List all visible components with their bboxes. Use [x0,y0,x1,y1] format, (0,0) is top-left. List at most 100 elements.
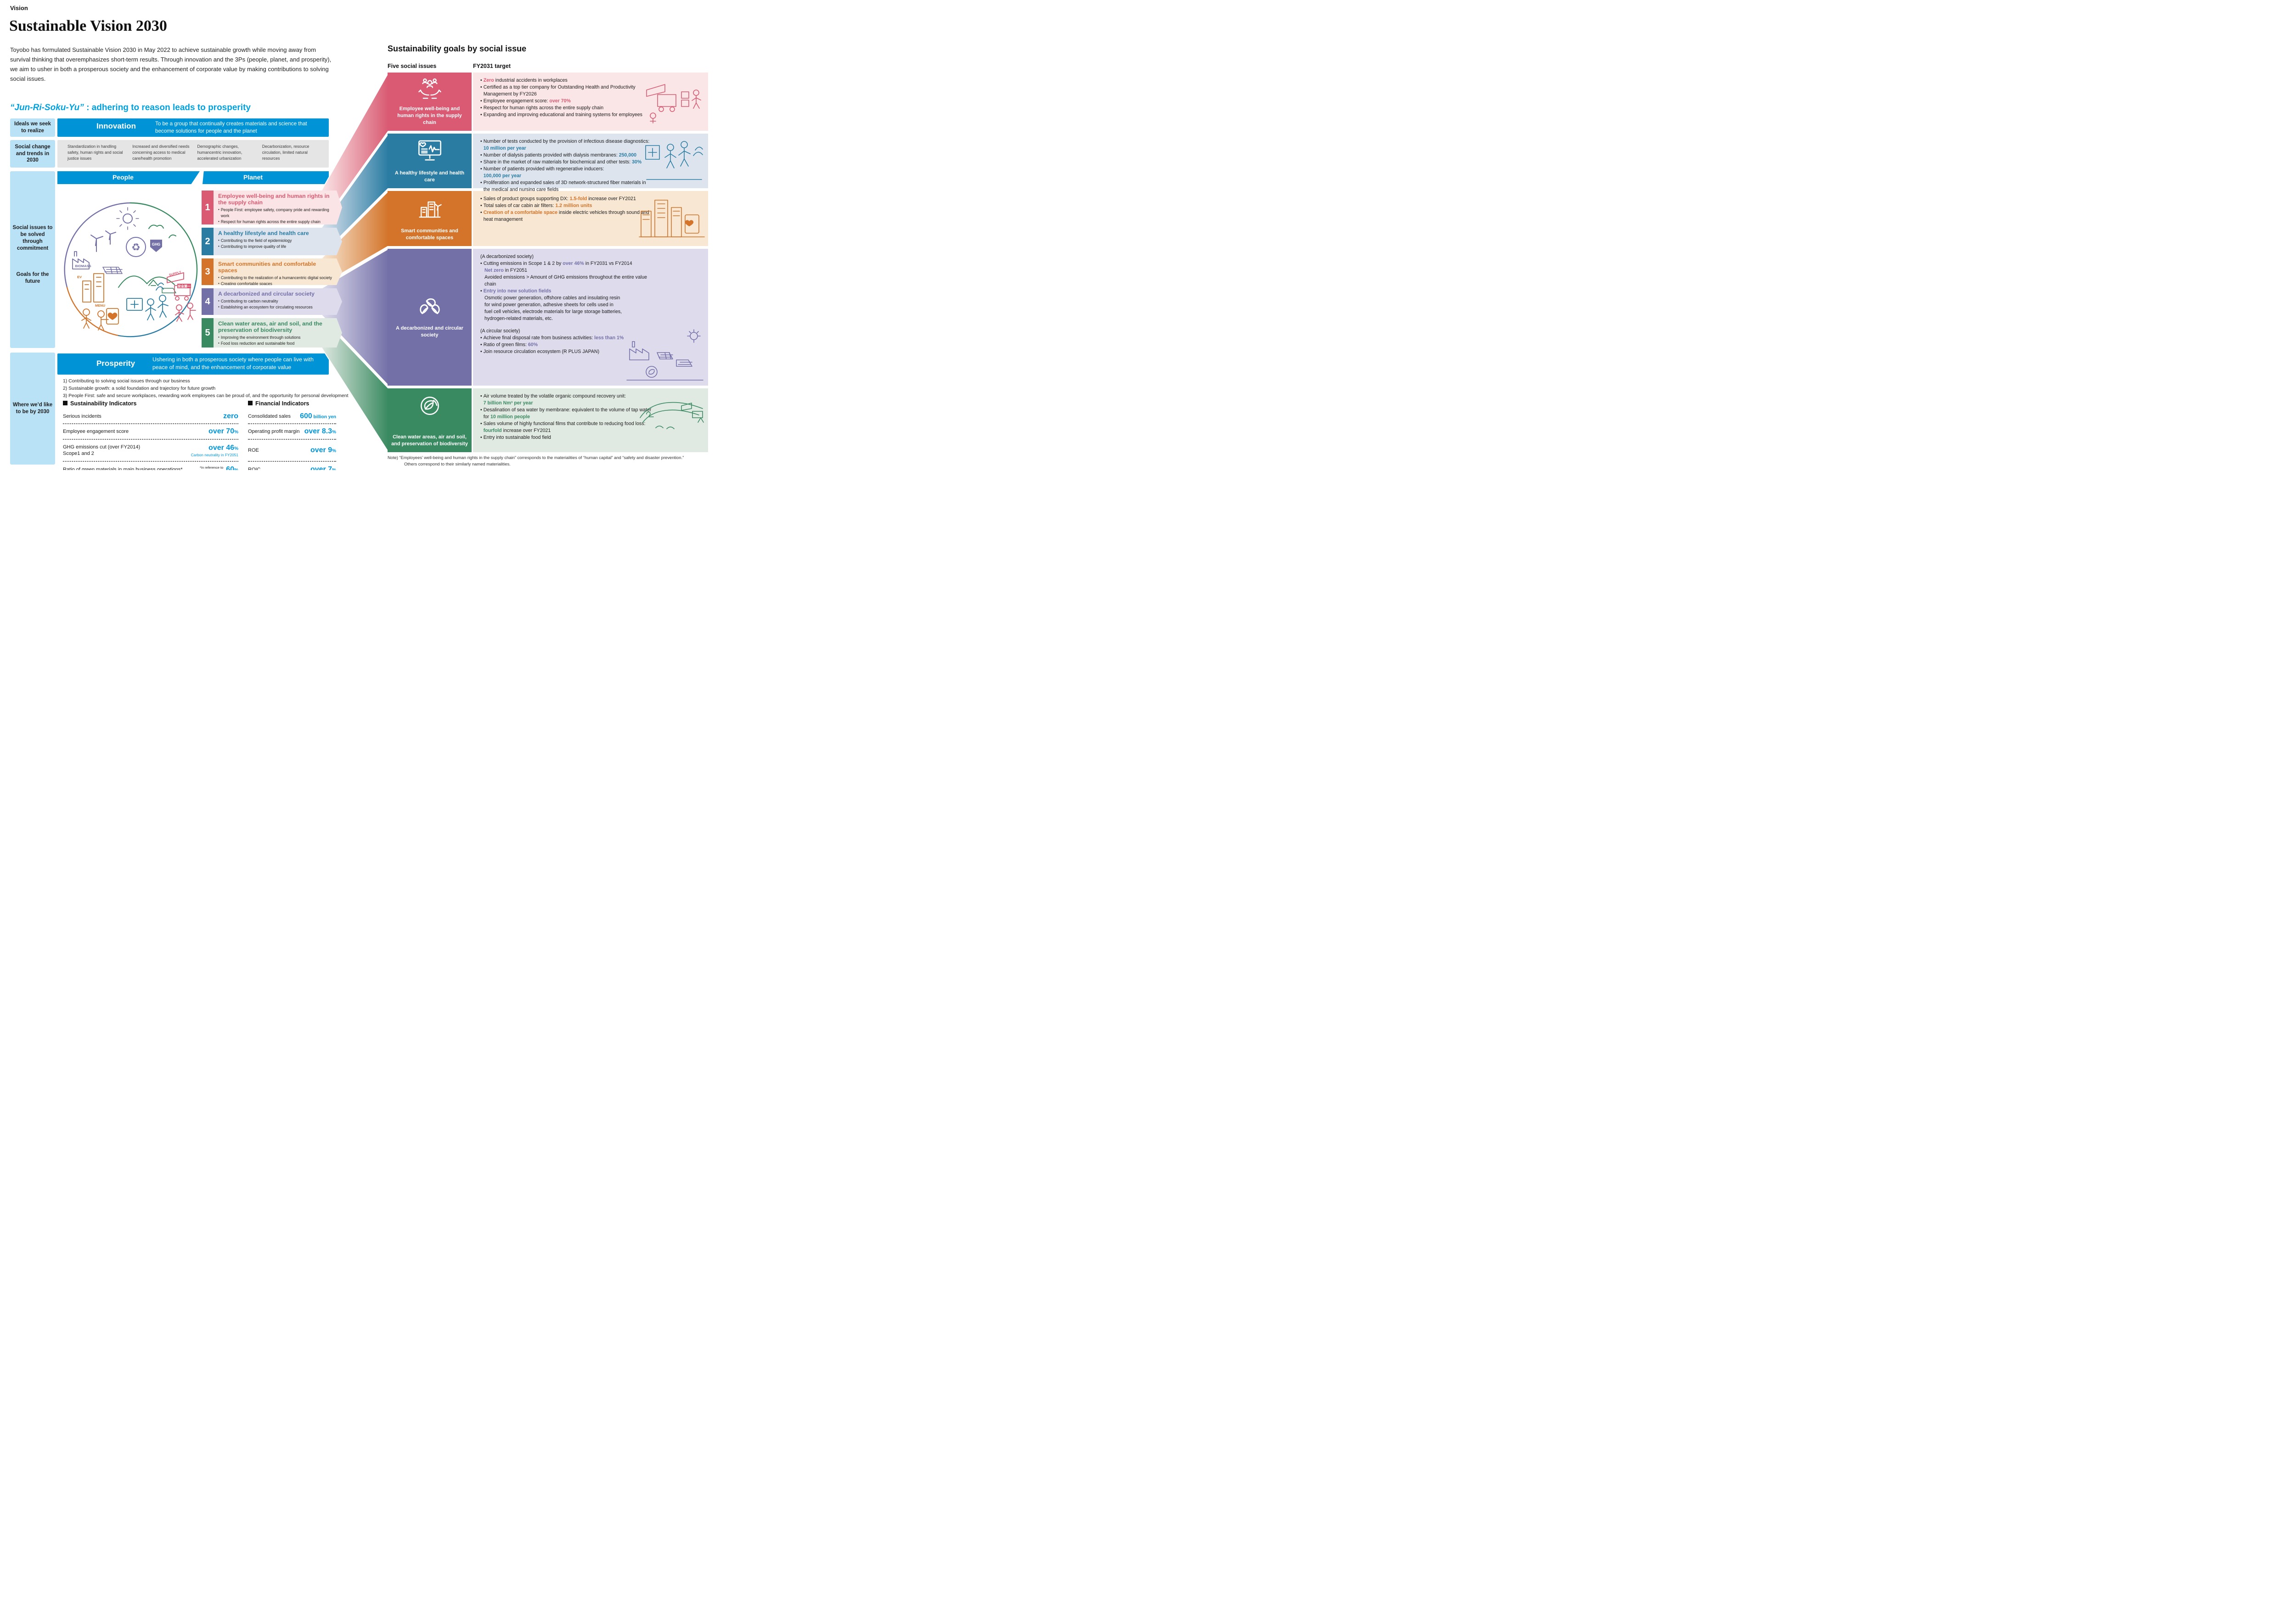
goal-label-box: A decarbonized and circular society [388,249,472,386]
bullet-spacer [480,322,702,328]
bullet-group-header: (A circular society) [480,328,520,334]
trend-item: Demographic changes, humancentric innova… [197,144,242,161]
social-issue-item: Employee well-being and human rights in … [214,191,342,224]
indicator-value: over 46% Carbon neutrality in FY2051 [191,444,238,457]
social-issue-item: Smart communities and comfortable spaces… [214,258,342,285]
sidebar-where: Where we’d like to be by 2030 [10,353,55,465]
sidebar-goals-label: Goals for the future [16,271,49,284]
ghg-label: GHG [152,242,160,247]
sidebar-ideals: Ideals we seek to realize [10,118,55,137]
indicator-value: 600 billion yen [300,412,336,420]
indicator-value: over 8.3% [304,427,336,436]
target-bullet: • Zero industrial accidents in workplaces [480,78,568,83]
connector-ribbon [321,248,388,387]
indicator-label: Consolidated sales [248,413,291,419]
hands-people-icon [416,77,443,101]
item-bullet: • Contributing to the realization of a hu… [218,275,332,280]
item-bullet: • Contributing to carbon neutrality [218,299,278,304]
sidebar-social-change-label: Social change and trends in 2030 [15,144,51,163]
footnote-line2: Others correspond to their similarly nam… [404,461,511,466]
trend-box: Standardization in handling safety, huma… [57,140,329,168]
sustainability-indicators-heading: Sustainability Indicators [63,400,238,407]
item-number: 4 [202,288,214,315]
item-bullets: • Contributing to the realization of a hu… [218,275,333,287]
item-number: 3 [202,258,214,285]
sidebar-social-change: Social change and trends in 2030 [10,140,55,168]
indicator-row: GHG emissions cut (over FY2014) Scope1 a… [63,440,238,462]
square-bullet-icon [248,401,253,405]
indicator-label: Ratio of green materials in main busines… [63,466,183,470]
prosperity-label: Prosperity [96,359,135,368]
connector-ribbon [321,317,388,453]
target-bullet: • Air volume treated by the volatile orga… [480,393,626,406]
smart-city-icon [416,196,443,220]
item-title: Smart communities and comfortable spaces [218,261,316,274]
target-bullet: Avoided emissions > Amount of GHG emissi… [484,275,647,287]
indicator-row: ROIC over 7% [248,462,336,470]
column-header-target: FY2031 target [473,63,511,69]
sustainable-vision-page: Vision Sustainable Vision 2030 Toyobo ha… [0,0,720,470]
indicator-value: over 9% [310,446,336,454]
target-bullet: • Sales of product groups supporting DX: … [480,196,636,202]
sustainability-indicators: Sustainability Indicators Serious incide… [63,400,238,470]
goal-label-text: A healthy lifestyle and health care [394,170,465,183]
leaf-recycle-icon [416,296,443,320]
svg-text:♻: ♻ [131,241,141,253]
item-bullets: • Improving the environment through solut… [218,335,333,347]
goal-label-text: Smart communities and comfortable spaces [401,228,458,241]
indicator-value: *In reference to film business60% [200,465,238,470]
bullet-group-header: (A decarbonized society) [480,254,534,259]
indicator-value-number: over 70% [208,427,238,435]
goal-target-panel: • Sales of product groups supporting DX: … [473,191,708,246]
target-bullet: • Respect for human rights across the ent… [480,105,604,111]
item-bullet: • Contributing to improve quality of life [218,244,287,249]
trend-item: Standardization in handling safety, huma… [68,144,123,161]
item-number: 2 [202,228,214,255]
indicator-row: Consolidated sales 600 billion yen [248,409,336,424]
indicator-label: ROE [248,447,259,453]
trend-item: Increased and diversified needs concerni… [132,144,190,161]
target-bullet: Net zero in FY2051 [484,268,528,274]
target-bullet: • Join resource circulation ecosystem (R … [480,349,600,355]
intro-paragraph: Toyobo has formulated Sustainable Vision… [10,46,332,83]
target-bullet: • Cutting emissions in Scope 1 & 2 by ove… [480,261,632,267]
item-bullet: • Respect for human rights across the ent… [218,219,321,224]
target-bullet: • Entry into new solution fields [480,288,551,294]
indicator-value-number: over 46% Carbon neutrality in FY2051 [191,443,238,457]
connector-ribbon [321,190,388,286]
target-bullet: • Creation of a comfortable space inside … [480,210,649,223]
indicator-row: Serious incidents zero [63,409,238,424]
target-bullet: • Desalination of sea water by membrane: … [480,407,652,420]
social-issue-item: A decarbonized and circular society • Cont… [214,288,342,315]
footnote-line1: Note) “Employees’ well-being and human r… [388,455,684,460]
innovation-box [57,118,329,137]
target-bullet: • Number of dialysis patients provided wi… [480,152,637,158]
item-bullet: • Establishing an ecosystem for circulati… [218,304,313,309]
heading-rest: : adhering to reason leads to prosperity [84,103,251,112]
item-number: 5 [202,318,214,348]
item-title: A healthy lifestyle and health care [218,230,309,236]
heading-quote: “Jun-Ri-Soku-Yu” [10,103,84,112]
indicator-value-number: over 7% [310,465,336,470]
menu-label: MENU [95,303,105,308]
social-issue-item: A healthy lifestyle and health care • Cont… [214,228,342,255]
page-kicker: Vision [10,5,28,11]
column-header-issues: Five social issues [388,63,437,69]
connector-ribbon [321,133,388,256]
target-bullet: • Entry into sustainable food field [480,435,551,441]
item-number: 1 [202,191,214,224]
target-bullet: • Total sales of car cabin air filters: 1… [480,203,592,209]
indicator-value-number: over 9% [310,446,336,454]
item-title: Clean water areas, air and soil, and the… [218,320,322,334]
financial-indicators: Financial Indicators Consolidated sales 6… [248,400,336,470]
item-bullet: • Contributing to the field of epidemiolo… [218,238,292,243]
supply-label: SUPPLY [169,271,182,277]
prosperity-note-line: 1) Contributing to solving social issues… [63,379,190,384]
goal-target-panel: • Zero industrial accidents in workplaces… [473,73,708,131]
financial-indicators-heading: Financial Indicators [248,400,336,407]
item-bullet: • Creating comfortable spaces [218,281,272,286]
health-monitor-icon [416,138,444,162]
indicator-label: GHG emissions cut (over FY2014) Scope1 a… [63,444,141,456]
item-bullet: • People First: employee safety, company … [218,207,329,219]
indicator-row: ROE over 9% [248,440,336,462]
